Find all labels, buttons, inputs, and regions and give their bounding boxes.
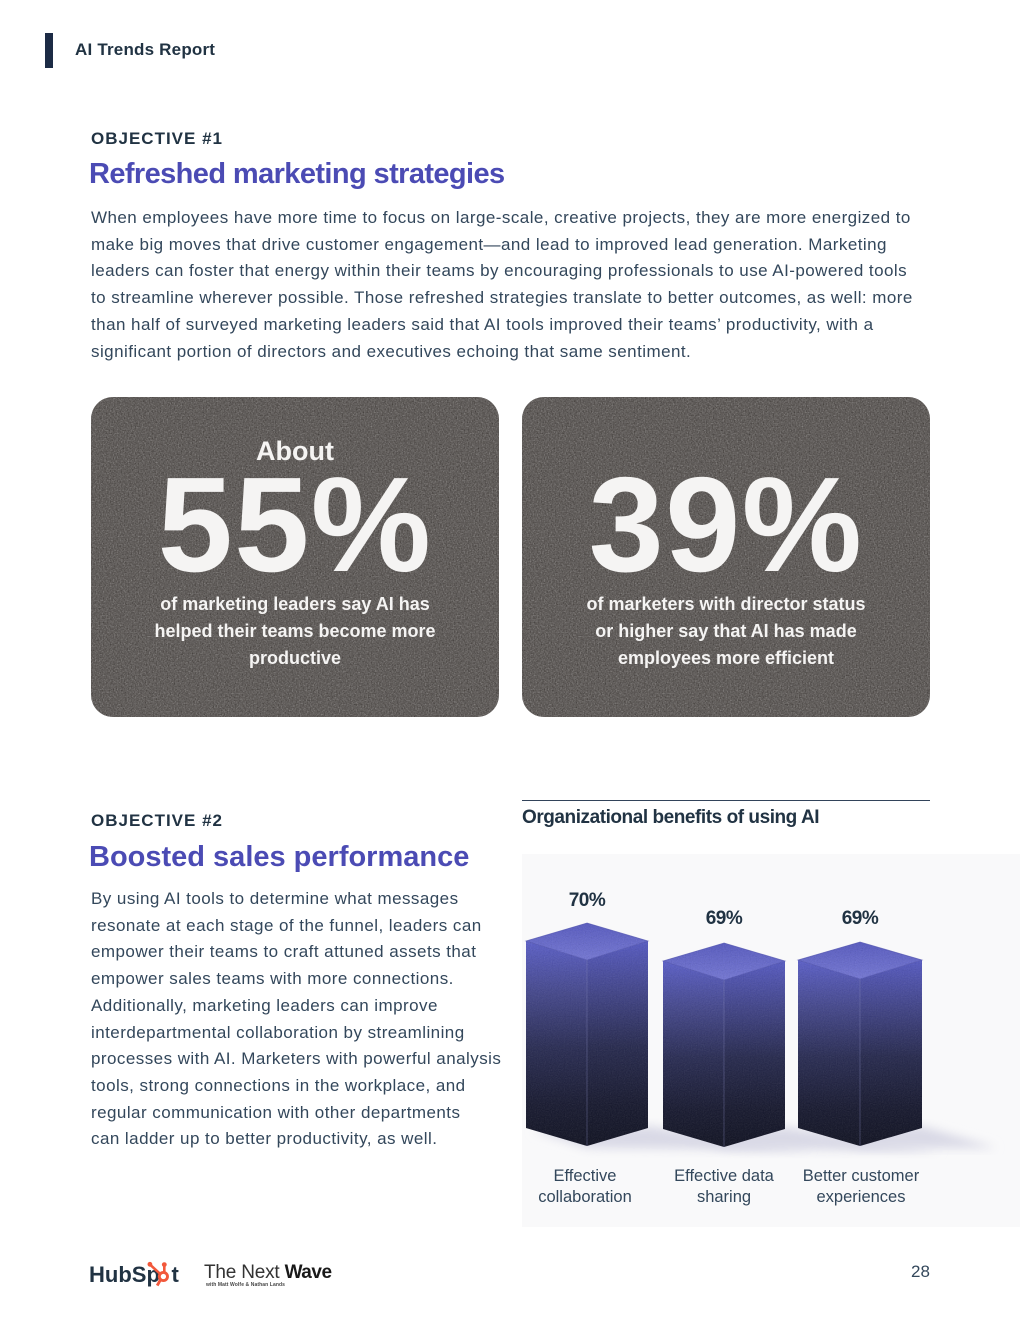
svg-text:Effective: Effective [554, 1167, 617, 1185]
svg-text:70%: 70% [569, 890, 606, 911]
svg-text:sharing: sharing [697, 1188, 751, 1206]
svg-text:69%: 69% [706, 908, 743, 929]
svg-text:HubSp: HubSp [89, 1262, 160, 1287]
svg-text:Effective data: Effective data [674, 1167, 775, 1185]
svg-text:Better customer: Better customer [803, 1167, 920, 1185]
svg-text:experiences: experiences [817, 1188, 906, 1206]
svg-text:t: t [172, 1262, 180, 1287]
svg-text:69%: 69% [842, 908, 879, 929]
svg-text:collaboration: collaboration [538, 1188, 632, 1206]
